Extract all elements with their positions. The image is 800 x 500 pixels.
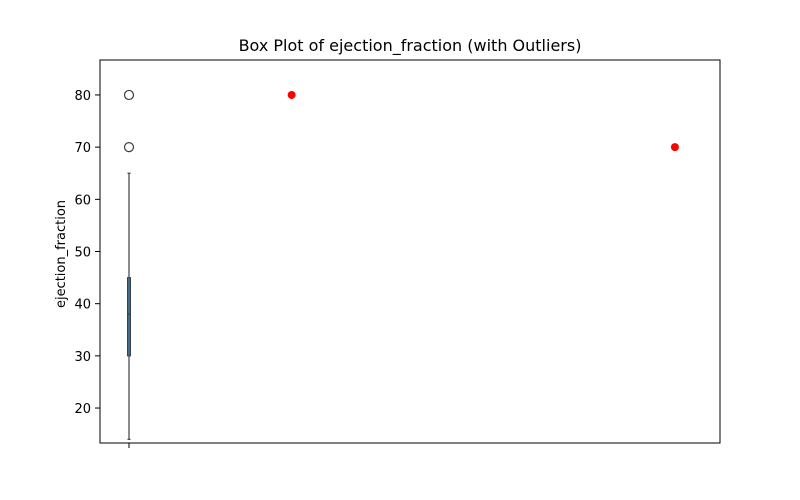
y-tick-label-20: 20 [74, 402, 91, 417]
highlighted-outliers [287, 90, 679, 152]
y-tick-label-70: 70 [74, 141, 91, 156]
y-axis-label: ejection_fraction [54, 200, 69, 308]
highlighted-outlier-point-2 [670, 143, 679, 152]
y-tick-label-30: 30 [74, 350, 91, 365]
interquartile-box [127, 277, 131, 357]
y-tick-label-60: 60 [74, 193, 91, 208]
flier-point-80 [123, 89, 135, 101]
y-axis-ticks: 20 30 40 50 60 70 80 [74, 89, 130, 448]
highlighted-outlier-point-1 [287, 90, 296, 99]
flier-point-70 [123, 142, 135, 153]
y-tick-label-50: 50 [74, 246, 91, 261]
chart-title: Box Plot of ejection_fraction (with Outl… [239, 36, 582, 56]
plot-area-frame [99, 59, 721, 444]
box-plot [123, 89, 135, 440]
y-tick-label-40: 40 [74, 298, 91, 313]
y-tick-label-80: 80 [74, 89, 91, 104]
